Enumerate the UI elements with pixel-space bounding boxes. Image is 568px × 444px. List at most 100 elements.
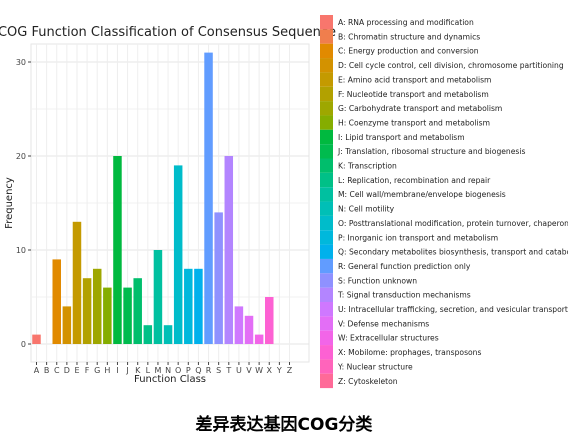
legend-entry: J: Translation, ribosomal structure and …	[337, 147, 525, 156]
x-tick-label: V	[246, 366, 252, 375]
bar-S	[214, 212, 223, 344]
y-tick-label: 30	[16, 58, 26, 67]
legend-entry: L: Replication, recombination and repair	[338, 176, 491, 185]
bar-A	[32, 334, 41, 344]
x-tick-label: Y	[276, 366, 282, 375]
x-tick-label: Z	[287, 366, 293, 375]
x-tick-label: S	[216, 366, 221, 375]
x-axis-label: Function Class	[134, 374, 206, 385]
x-tick-label: C	[54, 366, 60, 375]
legend-swatch	[320, 345, 333, 360]
legend-entry: E: Amino acid transport and metabolism	[338, 75, 491, 84]
legend-swatch	[320, 58, 333, 73]
x-tick-label: H	[104, 366, 110, 375]
legend-swatch	[320, 72, 333, 87]
bar-N	[163, 325, 173, 344]
x-tick-label: E	[74, 366, 79, 375]
legend-swatch	[320, 302, 333, 317]
bar-V	[244, 315, 254, 344]
x-tick-label: W	[255, 366, 263, 375]
legend-swatch	[320, 172, 333, 188]
legend-swatch	[320, 287, 333, 302]
legend-entry: Q: Secondary metabolites biosynthesis, t…	[338, 248, 568, 257]
bar-E	[72, 221, 82, 344]
bar-R	[204, 52, 213, 344]
bar-O	[173, 165, 183, 344]
legend-swatch	[320, 158, 333, 173]
legend-swatch	[320, 187, 333, 202]
bar-X	[265, 297, 274, 344]
legend-swatch	[320, 129, 333, 145]
x-tick-label: T	[225, 366, 231, 375]
legend-entry: N: Cell motility	[338, 205, 395, 214]
legend-entry: Z: Cytoskeleton	[338, 377, 398, 386]
legend-entry: Y: Nuclear structure	[337, 362, 413, 371]
y-tick-label: 0	[21, 340, 26, 349]
x-tick-label: R	[206, 366, 212, 375]
bar-P	[184, 268, 193, 344]
x-tick-label: G	[94, 366, 100, 375]
bar-F	[82, 278, 92, 344]
bar-Q	[194, 268, 203, 344]
bar-W	[254, 334, 264, 344]
figure-caption: 差异表达基因COG分类	[195, 415, 373, 435]
legend-swatch	[320, 359, 333, 374]
x-tick-label: D	[64, 366, 70, 375]
legend-entry: W: Extracellular structures	[338, 334, 439, 343]
bars-group	[32, 52, 274, 344]
bar-T	[224, 156, 234, 344]
x-tick-label: J	[125, 366, 128, 375]
x-tick-label: A	[34, 366, 40, 375]
legend-entry: D: Cell cycle control, cell division, ch…	[338, 61, 564, 70]
legend-entry: T: Signal transduction mechanisms	[337, 291, 471, 300]
legend-entry: R: General function prediction only	[338, 262, 471, 271]
legend-entry: A: RNA processing and modification	[338, 18, 474, 27]
legend-entry: V: Defense mechanisms	[338, 319, 429, 328]
x-tick-label: M	[154, 366, 161, 375]
bar-K	[133, 278, 142, 344]
bar-G	[92, 268, 102, 344]
x-tick-label: X	[267, 366, 273, 375]
legend-entry: U: Intracellular trafficking, secretion,…	[338, 305, 568, 314]
x-tick-label: L	[146, 366, 151, 375]
legend-entry: H: Coenzyme transport and metabolism	[338, 118, 490, 127]
x-tick-label: F	[85, 366, 90, 375]
bar-J	[123, 287, 132, 344]
x-tick-label: K	[135, 366, 141, 375]
legend-entry: O: Posttranslational modification, prote…	[338, 219, 568, 228]
legend-swatch	[320, 316, 333, 331]
x-tick-label: O	[175, 366, 181, 375]
x-tick-label: U	[236, 366, 242, 375]
legend-swatch	[320, 15, 333, 30]
legend-swatch	[320, 144, 333, 159]
legend-swatch	[320, 373, 333, 389]
x-tick-label: Q	[195, 366, 201, 375]
y-axis-label: Frequency	[4, 177, 15, 229]
bar-H	[103, 287, 112, 344]
x-tick-label: B	[44, 366, 50, 375]
legend-entry: C: Energy production and conversion	[338, 47, 479, 56]
x-tick-label: P	[186, 366, 191, 375]
legend-swatch	[320, 115, 333, 130]
y-axis: 0 10 20 30	[16, 58, 31, 349]
x-tick-label: N	[165, 366, 171, 375]
legend-entry: I: Lipid transport and metabolism	[338, 133, 465, 142]
legend-entry: M: Cell wall/membrane/envelope biogenesi…	[338, 190, 506, 199]
legend-entry: S: Function unknown	[338, 276, 417, 285]
x-tick-label: I	[116, 366, 118, 375]
legend-entry: K: Transcription	[338, 162, 397, 171]
bar-M	[153, 250, 163, 344]
legend-swatch	[320, 244, 333, 259]
legend-swatch	[320, 273, 333, 288]
bar-C	[52, 259, 61, 344]
legend-swatch	[320, 101, 333, 116]
bar-L	[143, 325, 153, 344]
legend-swatch	[320, 29, 333, 44]
legend-swatch	[320, 201, 333, 216]
legend-swatch	[320, 258, 333, 274]
legend-swatch	[320, 215, 333, 231]
legend-entry: B: Chromatin structure and dynamics	[338, 32, 480, 41]
legend-entry: G: Carbohydrate transport and metabolism	[338, 104, 502, 113]
